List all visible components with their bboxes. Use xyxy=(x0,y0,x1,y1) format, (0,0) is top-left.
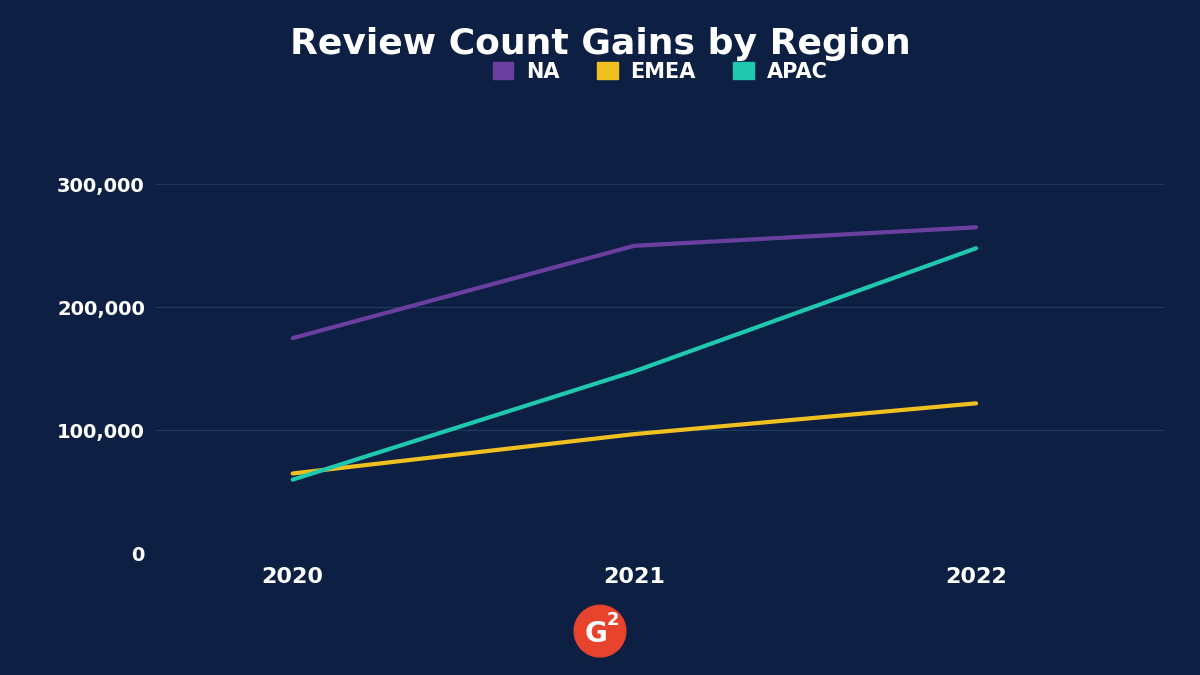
Text: 2: 2 xyxy=(606,612,619,630)
Text: Review Count Gains by Region: Review Count Gains by Region xyxy=(289,27,911,61)
Text: G: G xyxy=(584,620,607,647)
Legend: NA, EMEA, APAC: NA, EMEA, APAC xyxy=(485,53,835,90)
Circle shape xyxy=(574,605,626,657)
